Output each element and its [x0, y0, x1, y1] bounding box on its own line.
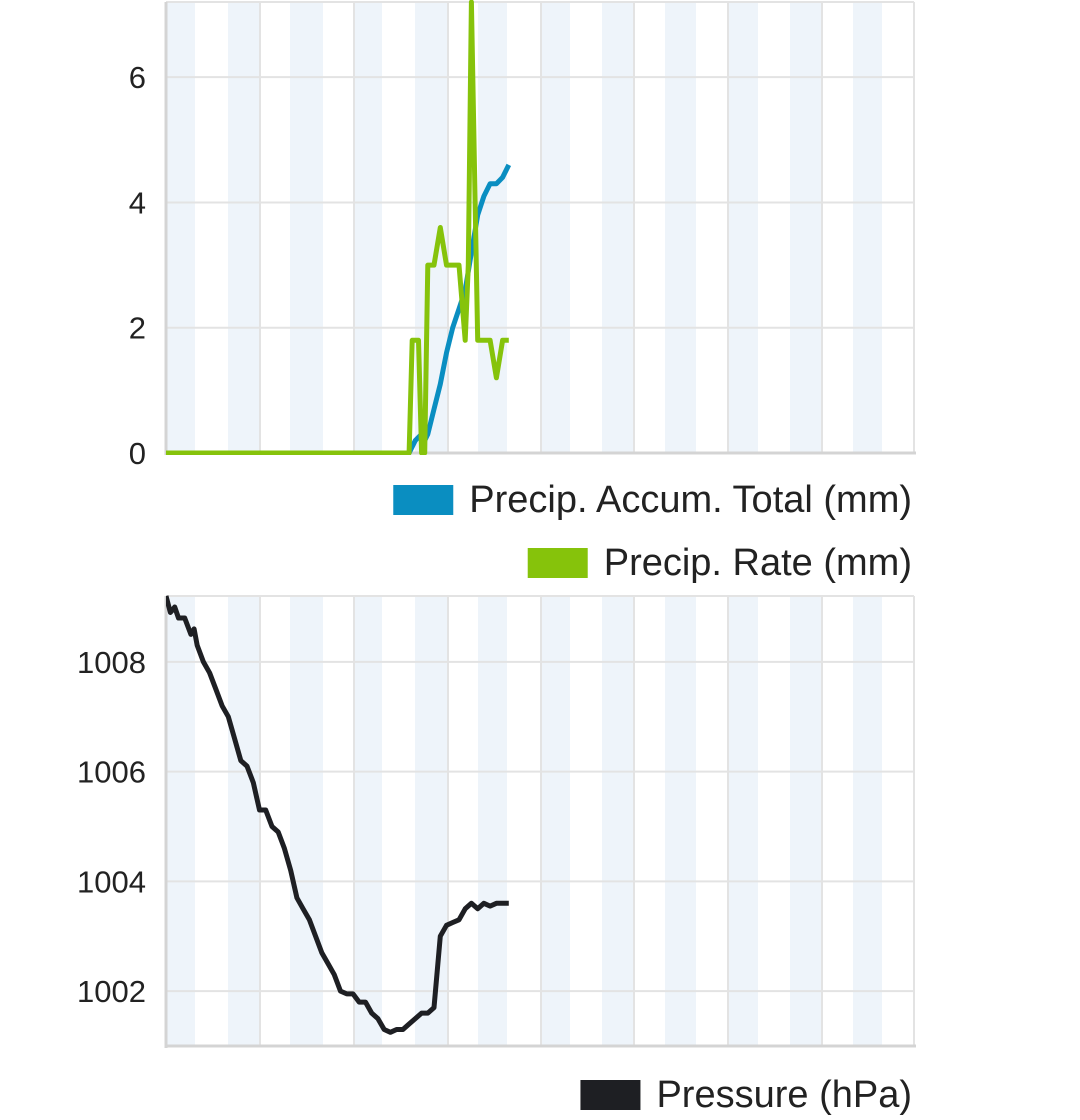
- column-band: [853, 596, 882, 1046]
- column-band: [166, 2, 195, 453]
- column-band: [541, 596, 570, 1046]
- legend-label-pressure: Pressure (hPa): [656, 1074, 912, 1116]
- legend-swatch-pressure: [580, 1080, 641, 1110]
- column-band: [602, 596, 634, 1046]
- column-band: [665, 596, 696, 1046]
- column-band: [354, 2, 382, 453]
- column-band: [228, 2, 260, 453]
- series-line-accum: [166, 163, 512, 455]
- column-band: [602, 2, 634, 453]
- legend-swatch-rate: [527, 548, 588, 578]
- series-line-rate: [166, 0, 509, 455]
- legend-label-rate: Precip. Rate (mm): [604, 542, 912, 584]
- column-band: [290, 2, 323, 453]
- column-band: [228, 596, 260, 1046]
- column-band: [728, 596, 758, 1046]
- y-tick-label: 1002: [77, 974, 146, 1009]
- column-band: [166, 596, 195, 1046]
- y-tick-label: 1008: [77, 645, 146, 680]
- legend-label-accum: Precip. Accum. Total (mm): [469, 479, 912, 521]
- y-tick-label: 1006: [77, 755, 146, 790]
- column-band: [290, 596, 323, 1046]
- column-band: [790, 2, 822, 453]
- y-tick-label: 4: [129, 185, 146, 220]
- column-band: [478, 2, 507, 453]
- precipitation-chart: 0 2 4 6 Precip. Accum. Total (mm) Precip. Rat…: [129, 0, 916, 584]
- y-tick-label: 2: [129, 311, 146, 346]
- column-band: [665, 2, 696, 453]
- y-tick-label: 6: [129, 60, 146, 95]
- column-band: [790, 596, 822, 1046]
- column-band: [478, 596, 507, 1046]
- column-band: [728, 2, 758, 453]
- y-tick-label: 1004: [77, 864, 146, 899]
- column-band: [853, 2, 882, 453]
- series-line-pressure: [166, 595, 509, 1035]
- column-band: [541, 2, 570, 453]
- legend-swatch-accum: [393, 485, 454, 515]
- pressure-chart: 1002 1004 1006 1008 Pressure (hPa): [77, 595, 916, 1116]
- column-band: [415, 596, 448, 1046]
- column-band: [354, 596, 382, 1046]
- y-tick-label: 0: [129, 436, 146, 471]
